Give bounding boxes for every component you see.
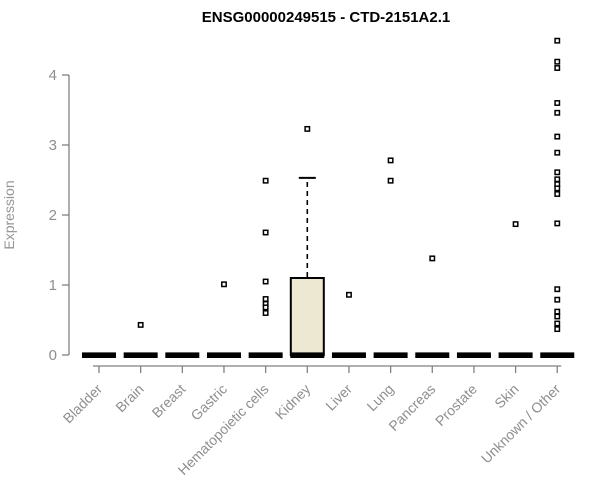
outlier-point — [554, 308, 561, 315]
outlier-point — [554, 326, 561, 333]
median-bar — [415, 352, 450, 358]
y-tick-label: 2 — [49, 207, 57, 224]
box-iqr — [289, 277, 325, 356]
outlier-point — [554, 109, 561, 116]
median-bar — [206, 352, 241, 358]
median-bar — [248, 352, 283, 358]
median-bar — [82, 352, 116, 358]
outlier-point — [387, 157, 394, 164]
outlier-point — [554, 100, 561, 106]
outlier-point — [554, 65, 561, 71]
outlier-point — [262, 310, 269, 316]
median-bar — [373, 352, 408, 358]
outlier-point — [554, 149, 561, 156]
outlier-point — [554, 313, 561, 320]
y-tick-label: 4 — [49, 67, 57, 84]
outlier-point — [262, 278, 269, 285]
y-tick-label: 3 — [49, 137, 57, 154]
category-label: Bladder — [60, 381, 106, 427]
outlier-point — [512, 221, 519, 228]
outlier-point — [262, 304, 269, 311]
outlier-point — [554, 220, 561, 227]
median-bar — [165, 352, 200, 358]
category-label: Unknown / Other — [478, 381, 564, 467]
outlier-point — [221, 281, 227, 288]
outlier-point — [554, 320, 561, 327]
category-label: Lung — [363, 381, 396, 414]
outlier-point — [304, 125, 311, 132]
outlier-point — [262, 296, 269, 302]
outlier-point — [554, 185, 561, 192]
outlier-point — [554, 296, 561, 303]
outlier-point — [554, 133, 561, 140]
chart-title: ENSG00000249515 - CTD-2151A2.1 — [202, 9, 450, 26]
category-label: Breast — [149, 381, 189, 421]
median-bar — [540, 352, 575, 358]
outlier-point — [554, 191, 561, 197]
outlier-point — [554, 37, 561, 44]
median-bar — [123, 352, 158, 358]
outlier-point — [346, 291, 352, 298]
category-label: Kidney — [272, 381, 314, 423]
median-bar — [290, 352, 325, 358]
outlier-point — [554, 286, 561, 293]
y-axis-label: Expression — [1, 180, 17, 249]
category-label: Liver — [322, 381, 355, 414]
outlier-point — [262, 229, 269, 236]
median-bar — [498, 352, 533, 358]
median-bar — [456, 352, 491, 358]
outlier-point — [554, 169, 561, 176]
category-label: Prostate — [432, 381, 480, 429]
median-bar — [331, 352, 366, 358]
category-label: Skin — [491, 381, 522, 412]
outlier-point — [137, 321, 144, 328]
category-label: Brain — [112, 381, 146, 415]
outlier-point — [262, 177, 269, 184]
outlier-point — [429, 255, 436, 262]
y-tick-label: 1 — [49, 277, 57, 294]
outlier-point — [554, 58, 561, 65]
y-tick-label: 0 — [49, 347, 57, 364]
outlier-point — [554, 176, 561, 183]
outlier-point — [387, 177, 394, 184]
